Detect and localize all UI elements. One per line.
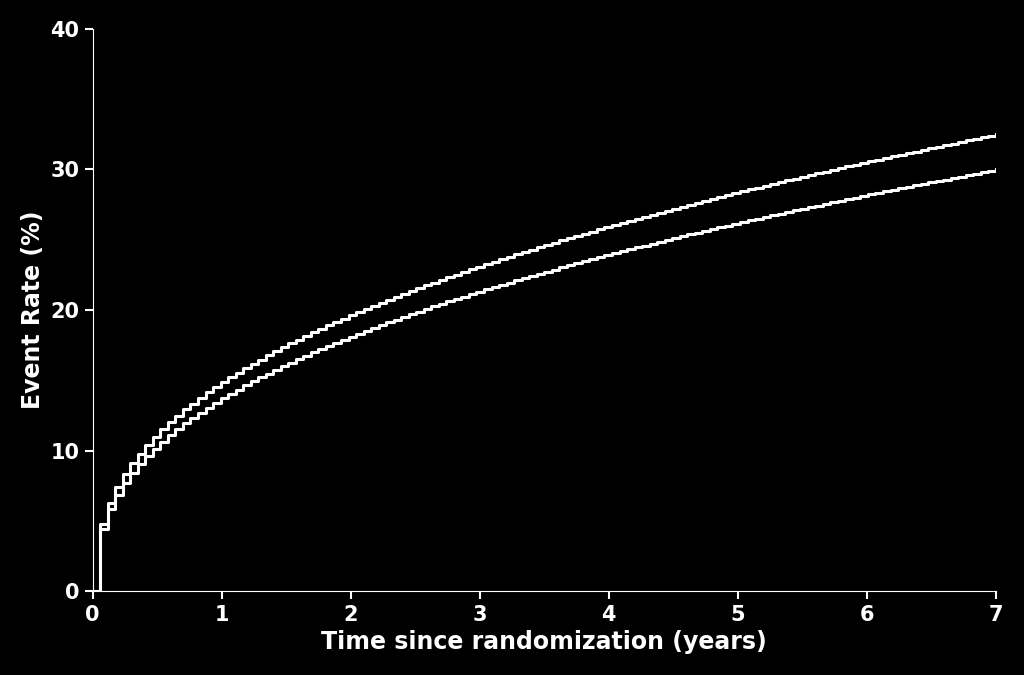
Y-axis label: Event Rate (%): Event Rate (%) — [20, 211, 45, 409]
X-axis label: Time since randomization (years): Time since randomization (years) — [322, 630, 767, 654]
